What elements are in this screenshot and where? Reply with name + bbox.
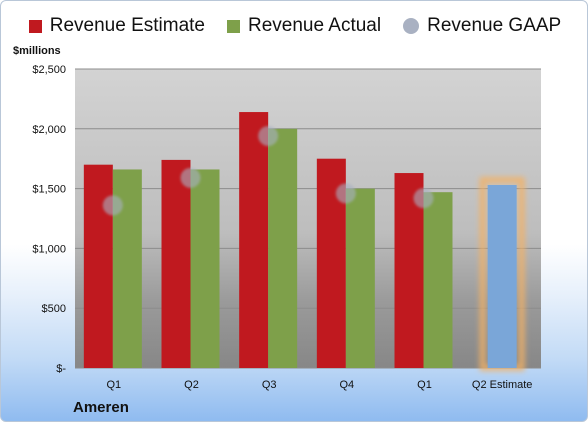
bar-revenue-actual: [268, 128, 298, 368]
company-name: Ameren: [73, 399, 129, 416]
y-tick-label: $2,500: [32, 64, 66, 76]
x-tick-label: Q4: [339, 379, 354, 391]
legend-label-revenue-gaap: Revenue GAAP: [427, 15, 562, 36]
y-tick-label: $500: [42, 303, 66, 315]
plot-area: [75, 69, 541, 368]
legend-swatch-revenue-gaap: [403, 18, 420, 34]
bar-revenue-actual: [345, 188, 375, 368]
bar-revenue-actual: [190, 169, 220, 368]
legend-swatch-revenue-actual: [227, 19, 240, 33]
legend-label-revenue-estimate: Revenue Estimate: [49, 15, 205, 36]
bar-q2-estimate: [487, 185, 517, 368]
legend-label-revenue-actual: Revenue Actual: [248, 15, 382, 36]
legend: Revenue Estimate Revenue Actual Revenue …: [1, 15, 587, 37]
bar-revenue-estimate: [239, 112, 269, 368]
marker-revenue-gaap: [258, 125, 279, 146]
marker-revenue-gaap: [413, 188, 434, 209]
y-axis-unit-label: $millions: [13, 45, 61, 57]
marker-revenue-gaap: [335, 183, 356, 204]
x-tick-label: Q1: [106, 379, 121, 391]
legend-item-revenue-gaap: Revenue GAAP: [403, 15, 561, 37]
bar-revenue-actual: [423, 192, 453, 368]
bar-revenue-estimate: [83, 164, 113, 368]
x-tick-label: Q2 Estimate: [472, 379, 533, 391]
y-axis-ticks: $- $500 $1,000 $1,500 $2,000 $2,500: [32, 64, 66, 375]
marker-revenue-gaap: [102, 195, 123, 216]
x-axis-ticks: Q1 Q2 Q3 Q4 Q1 Q2 Estimate: [106, 379, 532, 391]
gaap-markers: [102, 125, 434, 216]
y-tick-label: $1,000: [32, 243, 66, 255]
grid-lines: [75, 68, 541, 369]
y-tick-label: $2,000: [32, 124, 66, 136]
legend-item-revenue-actual: Revenue Actual: [227, 15, 381, 37]
legend-swatch-revenue-estimate: [28, 19, 42, 33]
x-tick-label: Q1: [417, 379, 432, 391]
legend-item-revenue-estimate: Revenue Estimate: [28, 15, 205, 37]
bar-revenue-estimate: [161, 159, 191, 368]
x-tick-label: Q3: [262, 379, 277, 391]
y-tick-label: $-: [56, 363, 66, 375]
y-tick-label: $1,500: [32, 184, 66, 196]
marker-revenue-gaap: [180, 167, 201, 188]
x-tick-label: Q2: [184, 379, 199, 391]
